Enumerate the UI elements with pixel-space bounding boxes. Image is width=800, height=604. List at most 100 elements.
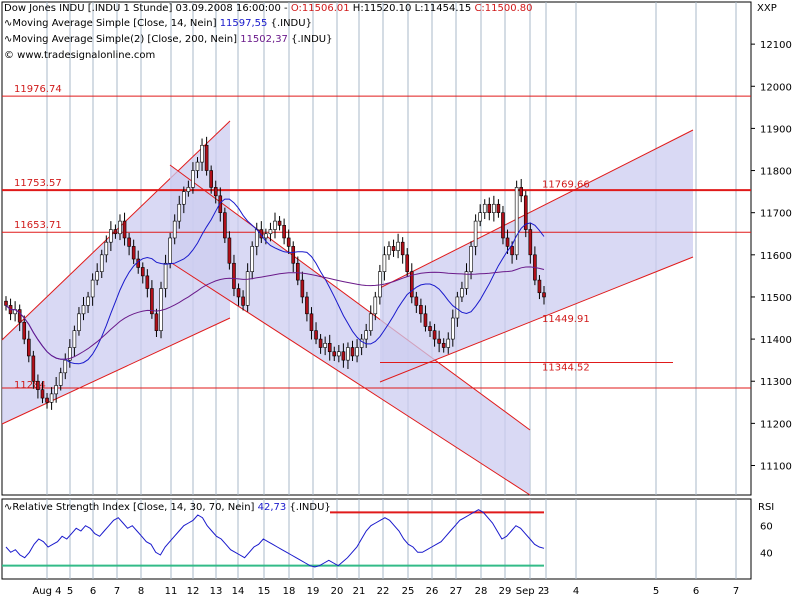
x-tick-label: 15: [258, 586, 271, 597]
ma200-value: 11502,37: [240, 34, 288, 45]
ma14-line: [5, 198, 545, 365]
candle-body: [346, 347, 350, 361]
channel-down-fill: [170, 165, 530, 495]
rsi-y-tick-label: 40: [760, 548, 773, 559]
candle-body: [182, 191, 186, 205]
candle-body: [314, 330, 318, 340]
ma200-line: [5, 266, 545, 360]
x-tick-label: 3: [543, 586, 549, 597]
candle-body: [432, 330, 437, 340]
candle-body: [68, 347, 72, 361]
candle-body: [514, 187, 519, 256]
y-tick-label: 11700: [760, 209, 792, 220]
candle-body: [86, 296, 90, 306]
candle-body: [469, 246, 473, 272]
candle-body: [519, 187, 524, 197]
x-tick-label: 20: [331, 586, 344, 597]
candle-body: [54, 385, 58, 395]
candle-body: [446, 338, 451, 348]
candle-body: [510, 246, 514, 256]
channel-up-2-border: [379, 256, 694, 383]
candle-body: [122, 220, 127, 239]
x-tick-label: 19: [307, 586, 320, 597]
candle-body: [223, 212, 227, 239]
x-tick-label: 22: [377, 586, 390, 597]
candle-body: [441, 343, 446, 348]
x-tick-label: 4: [573, 586, 579, 597]
rsi-corner-label: RSI: [758, 502, 775, 513]
x-tick-label: Sep 2: [516, 586, 544, 597]
x-tick-label: 7: [114, 586, 120, 597]
low-value: L:11454.15: [411, 3, 472, 14]
candle-body: [423, 313, 428, 327]
y-tick-label: 11400: [760, 335, 792, 346]
candle-body: [455, 296, 460, 319]
candle-body: [81, 305, 86, 315]
candle-body: [58, 372, 63, 386]
candle-body: [382, 254, 387, 272]
candle-body: [36, 380, 40, 390]
candle-body: [505, 237, 510, 247]
candle-body: [177, 203, 182, 222]
y-tick-label: 12100: [760, 40, 792, 51]
rsi-value: 42,73: [257, 502, 287, 513]
candle-body: [154, 313, 159, 331]
candle-body: [496, 203, 501, 213]
main-corner-label: XXP: [757, 3, 777, 14]
rsi-header: ∿Relative Strength Index [Close, 14, 30,…: [4, 502, 331, 513]
candle-body: [254, 229, 259, 247]
candle-body: [40, 389, 45, 399]
candle-body: [364, 330, 368, 340]
candle-body: [323, 343, 327, 348]
candle-body: [140, 267, 145, 277]
candle-body: [232, 262, 236, 289]
candle-body: [109, 229, 113, 243]
candle-body: [273, 220, 277, 230]
candle-body: [241, 296, 245, 306]
y-tick-label: 12000: [760, 82, 792, 93]
candle-body: [368, 313, 373, 331]
candle-body: [291, 246, 296, 264]
x-tick-label: 29: [499, 586, 512, 597]
candle-body: [478, 212, 482, 222]
channel-up-2-border: [379, 129, 694, 289]
y-tick-label: 11200: [760, 419, 792, 430]
rsi-line: [5, 509, 545, 568]
candle-body: [286, 237, 291, 247]
x-tick-label: 5: [653, 586, 659, 597]
candle-body: [26, 338, 31, 357]
x-tick-label: Aug 4: [32, 586, 61, 597]
candle-body: [473, 220, 478, 247]
candle-body: [277, 220, 282, 226]
level-label: 11344.52: [542, 362, 590, 373]
candle-body: [99, 254, 104, 272]
candle-body: [168, 237, 172, 264]
y-tick-label: 11500: [760, 293, 792, 304]
candle-body: [359, 338, 364, 348]
x-tick-label: 14: [232, 586, 245, 597]
high-value: H:11520.10: [349, 3, 412, 14]
candle-body: [460, 288, 464, 298]
candle-body: [409, 271, 414, 298]
candle-body: [542, 292, 546, 298]
x-tick-label: 13: [210, 586, 223, 597]
candle-body: [391, 246, 396, 251]
candle-body: [355, 347, 359, 357]
candle-body: [350, 347, 355, 357]
channel-down-border: [169, 261, 531, 496]
candle-body: [45, 397, 49, 403]
candle-body: [437, 338, 441, 344]
candle-body: [113, 229, 118, 235]
candle-body: [186, 187, 191, 192]
x-tick-label: 11: [165, 586, 178, 597]
x-tick-label: 12: [187, 586, 200, 597]
channel-up-1-border: [1, 317, 231, 425]
candle-body: [464, 271, 469, 289]
candle-body: [195, 161, 200, 171]
candle-body: [268, 229, 273, 235]
candle-body: [337, 351, 341, 357]
x-tick-label: 8: [138, 586, 144, 597]
x-tick-label: 5: [67, 586, 73, 597]
candle-body: [77, 313, 81, 331]
candle-body: [218, 195, 223, 213]
